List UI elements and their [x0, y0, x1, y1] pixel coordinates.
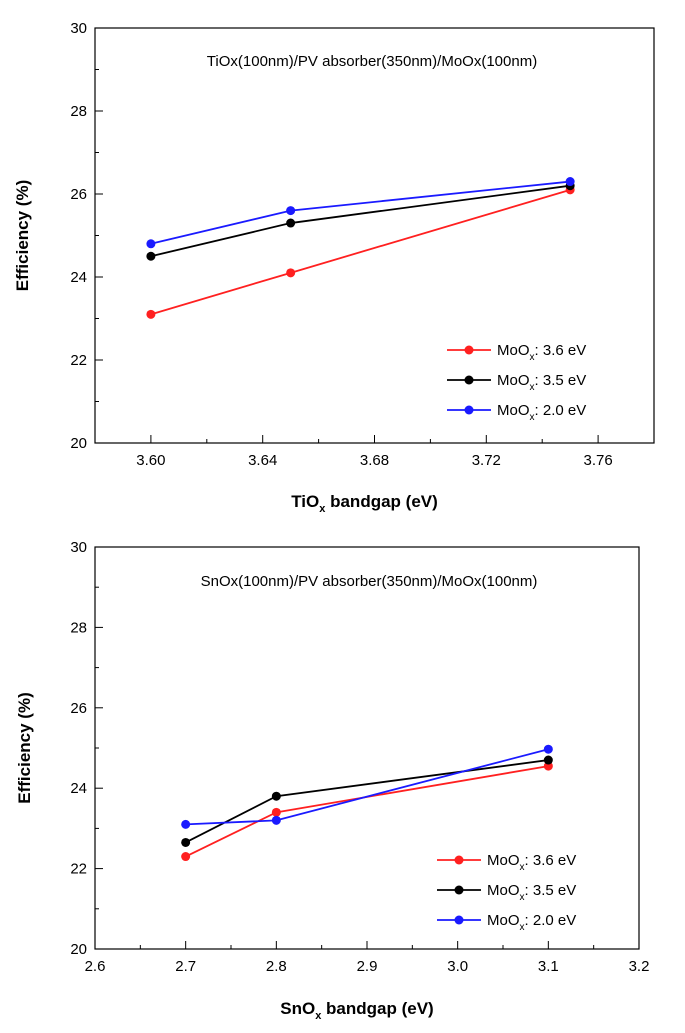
data-point	[181, 819, 191, 829]
data-point	[181, 852, 191, 862]
x-tick-label: 3.0	[447, 958, 468, 975]
legend-label-sub: x	[530, 412, 535, 423]
legend-label-rest: : 3.5 eV	[535, 372, 587, 389]
x-axis-title: TiOx bandgap (eV)	[291, 492, 438, 515]
legend-marker	[464, 375, 474, 385]
y-tick-label: 24	[70, 780, 87, 797]
data-point	[146, 309, 156, 319]
chart-title: TiOx(100nm)/PV absorber(350nm)/MoOx(100n…	[207, 53, 537, 70]
legend-label-main: MoO	[487, 882, 520, 899]
legend-label-rest: : 3.5 eV	[525, 882, 577, 899]
x-axis-title-rest: bandgap (eV)	[325, 492, 437, 511]
y-tick-label: 22	[70, 861, 87, 878]
y-tick-label: 28	[70, 619, 87, 636]
legend-label: MoOx: 3.5 eV	[497, 372, 586, 393]
legend-label-rest: : 2.0 eV	[525, 912, 577, 929]
legend-label-rest: : 2.0 eV	[535, 402, 587, 419]
legend-label-rest: : 3.6 eV	[525, 852, 577, 869]
x-axis-title-sub: x	[315, 1010, 322, 1022]
legend-label: MoOx: 2.0 eV	[487, 912, 576, 933]
x-tick-label: 3.68	[360, 452, 389, 469]
y-axis-title: Efficiency (%)	[13, 180, 32, 291]
x-tick-label: 3.1	[538, 958, 559, 975]
legend-label: MoOx: 3.6 eV	[497, 342, 586, 363]
chart-1: 3.60 3.64 3.68 3.72 3.76 20 22 24 26 28 30 TiOx(100…	[13, 20, 655, 515]
legend-marker	[464, 345, 474, 355]
chart-2: 2.6 2.7 2.8 2.9 3.0 3.1 3.2 20 22 24 26 28 30 SnOx(10…	[15, 539, 649, 1022]
legend-label-sub: x	[530, 382, 535, 393]
legend-label-sub: x	[520, 862, 525, 873]
y-tick-label: 20	[70, 941, 87, 958]
x-axis-title: SnOx bandgap (eV)	[280, 999, 433, 1022]
legend-label-sub: x	[520, 922, 525, 933]
legend-label-main: MoO	[497, 372, 530, 389]
y-tick-label: 28	[70, 103, 87, 120]
x-tick-label: 3.60	[136, 452, 165, 469]
data-point	[286, 268, 296, 278]
y-tick-label: 20	[70, 435, 87, 452]
data-point	[543, 744, 553, 754]
legend-marker	[454, 855, 464, 865]
legend-label-main: MoO	[497, 342, 530, 359]
data-point	[565, 177, 575, 187]
x-axis-title-sub: x	[319, 503, 326, 515]
legend-marker	[454, 885, 464, 895]
x-tick-label: 3.76	[583, 452, 612, 469]
y-axis-title: Efficiency (%)	[15, 692, 34, 803]
legend-label-main: MoO	[487, 912, 520, 929]
y-tick-label: 30	[70, 539, 87, 556]
data-point	[271, 807, 281, 817]
data-point	[543, 755, 553, 765]
data-point	[181, 837, 191, 847]
data-point	[271, 815, 281, 825]
series-line-1	[185, 765, 549, 858]
y-tick-label: 26	[70, 700, 87, 717]
legend-label: MoOx: 2.0 eV	[497, 402, 586, 423]
data-point	[146, 251, 156, 261]
data-point	[286, 206, 296, 216]
y-tick-label: 22	[70, 352, 87, 369]
legend-label-rest: : 3.6 eV	[535, 342, 587, 359]
legend-label-sub: x	[530, 352, 535, 363]
x-tick-label: 2.7	[175, 958, 196, 975]
x-tick-label: 3.72	[472, 452, 501, 469]
x-tick-label: 2.8	[266, 958, 287, 975]
x-axis-title-main: SnO	[280, 999, 315, 1018]
series-line-1	[150, 188, 571, 316]
legend-label-main: MoO	[497, 402, 530, 419]
chart-title: SnOx(100nm)/PV absorber(350nm)/MoOx(100n…	[201, 573, 538, 590]
y-tick-label: 24	[70, 269, 87, 286]
data-point	[146, 239, 156, 249]
legend-label-main: MoO	[487, 852, 520, 869]
legend-marker	[454, 915, 464, 925]
legend-label: MoOx: 3.5 eV	[487, 882, 576, 903]
x-tick-label: 3.64	[248, 452, 277, 469]
legend-marker	[464, 405, 474, 415]
x-tick-label: 2.6	[85, 958, 106, 975]
y-tick-label: 26	[70, 186, 87, 203]
legend-label: MoOx: 3.6 eV	[487, 852, 576, 873]
x-tick-label: 3.2	[629, 958, 650, 975]
data-point	[286, 218, 296, 228]
series-line-3	[150, 180, 571, 245]
y-tick-label: 30	[70, 20, 87, 37]
legend-label-sub: x	[520, 892, 525, 903]
data-point	[271, 791, 281, 801]
x-axis-title-rest: bandgap (eV)	[321, 999, 433, 1018]
series-line-3	[185, 748, 549, 826]
x-tick-label: 2.9	[357, 958, 378, 975]
series-line-2	[150, 184, 571, 258]
x-axis-title-main: TiO	[291, 492, 319, 511]
